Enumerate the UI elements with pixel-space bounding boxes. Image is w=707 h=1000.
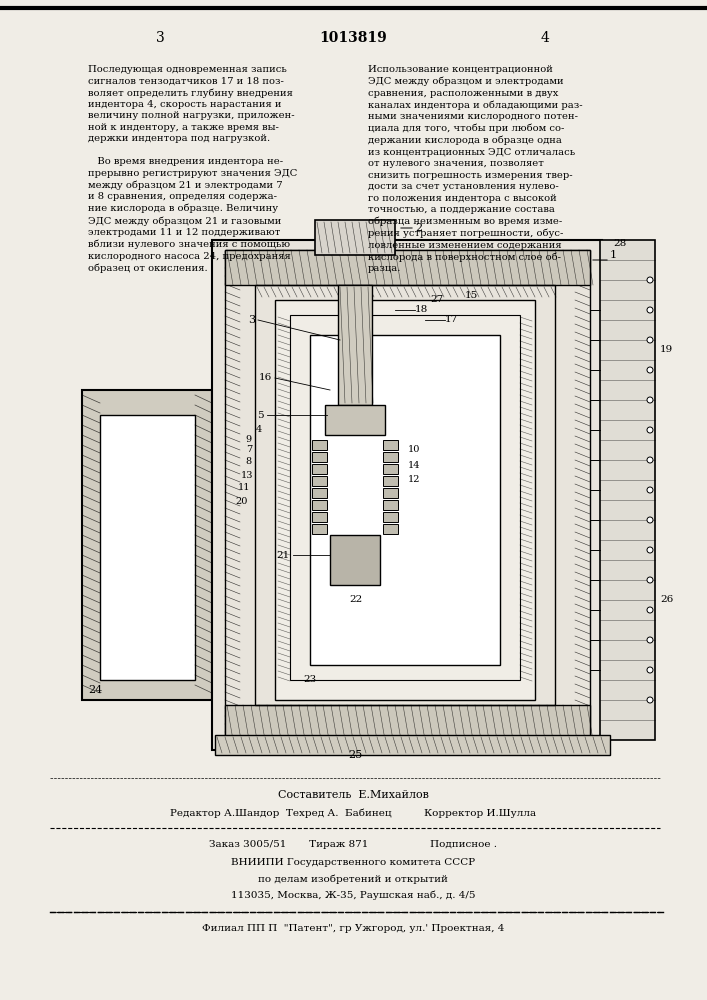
Text: 27: 27 [430, 296, 443, 304]
Text: Последующая одновременная запись
сигналов тензодатчиков 17 и 18 поз-
воляет опре: Последующая одновременная запись сигнало… [88, 65, 298, 273]
Circle shape [647, 607, 653, 613]
Bar [312, 488, 327, 498]
Text: 17: 17 [445, 316, 458, 324]
Bar [100, 415, 195, 680]
Text: 26: 26 [660, 595, 673, 604]
Bar [312, 476, 327, 486]
Bar [338, 285, 372, 405]
Text: 13: 13 [240, 471, 253, 480]
Text: 1: 1 [610, 250, 617, 260]
Bar [225, 705, 590, 740]
Circle shape [647, 307, 653, 313]
Text: Заказ 3005/51       Тираж 871                   Подписное .: Заказ 3005/51 Тираж 871 Подписное . [209, 840, 497, 849]
Circle shape [647, 427, 653, 433]
Bar [255, 285, 555, 705]
Text: Редактор А.Шандор  Техред А.  Бабинец          Корректор И.Шулла: Редактор А.Шандор Техред А. Бабинец Корр… [170, 808, 536, 818]
Text: 1013819: 1013819 [319, 31, 387, 45]
Text: 21: 21 [276, 550, 290, 560]
Bar [315, 220, 395, 255]
Text: 14: 14 [408, 460, 421, 470]
Bar [312, 464, 327, 474]
Circle shape [647, 667, 653, 673]
Bar [312, 524, 327, 534]
Text: по делам изобретений и открытий: по делам изобретений и открытий [258, 874, 448, 884]
Circle shape [647, 277, 653, 283]
Bar [312, 500, 327, 510]
Circle shape [647, 457, 653, 463]
Bar [383, 500, 398, 510]
Bar [312, 440, 327, 450]
Text: 16: 16 [259, 373, 272, 382]
Text: 3: 3 [156, 31, 164, 45]
Bar [325, 405, 385, 435]
Bar [212, 240, 602, 750]
Circle shape [647, 367, 653, 373]
Text: 20: 20 [235, 497, 248, 506]
Text: 25: 25 [348, 750, 362, 760]
Circle shape [647, 517, 653, 523]
Bar [290, 315, 520, 680]
Bar [383, 476, 398, 486]
Circle shape [647, 637, 653, 643]
Text: 9: 9 [246, 436, 252, 444]
Text: 5: 5 [257, 410, 264, 420]
Text: ВНИИПИ Государственного комитета СССР: ВНИИПИ Государственного комитета СССР [231, 858, 475, 867]
Text: 7: 7 [246, 446, 252, 454]
Text: 18: 18 [415, 306, 428, 314]
Bar [225, 250, 590, 740]
Bar [383, 464, 398, 474]
Text: Составитель  Е.Михайлов: Составитель Е.Михайлов [278, 790, 428, 800]
Text: Филиал ПП П  "Патент", гр Ужгород, ул.' Проектная, 4: Филиал ПП П "Патент", гр Ужгород, ул.' П… [201, 924, 504, 933]
Text: 22: 22 [349, 595, 363, 604]
Bar [82, 390, 212, 700]
Circle shape [647, 697, 653, 703]
Bar [383, 512, 398, 522]
Bar [225, 250, 590, 285]
Bar [275, 300, 535, 700]
Bar [312, 452, 327, 462]
Text: 23: 23 [303, 676, 317, 684]
Circle shape [647, 337, 653, 343]
Text: 4: 4 [541, 31, 549, 45]
Bar [383, 452, 398, 462]
Text: 19: 19 [660, 346, 673, 355]
Bar [215, 735, 610, 755]
Text: 15: 15 [465, 290, 478, 300]
Circle shape [647, 577, 653, 583]
Text: 8: 8 [246, 458, 252, 466]
Bar [310, 335, 500, 665]
Text: 24: 24 [88, 685, 102, 695]
Circle shape [647, 397, 653, 403]
Bar [330, 535, 380, 585]
Bar [312, 512, 327, 522]
Text: 10: 10 [408, 446, 421, 454]
Text: 113035, Москва, Ж-35, Раушская наб., д. 4/5: 113035, Москва, Ж-35, Раушская наб., д. … [230, 890, 475, 900]
Text: 11: 11 [238, 484, 250, 492]
Circle shape [647, 547, 653, 553]
Circle shape [647, 487, 653, 493]
Text: 28: 28 [614, 239, 626, 248]
Bar [383, 524, 398, 534]
Bar [383, 440, 398, 450]
Text: 4: 4 [256, 426, 262, 434]
Bar [600, 240, 655, 740]
Bar [383, 488, 398, 498]
Text: 3: 3 [248, 315, 255, 325]
Text: 2: 2 [415, 223, 422, 233]
Text: Использование концентрационной
ЭДС между образцом и электродами
сравнения, распо: Использование концентрационной ЭДС между… [368, 65, 583, 273]
Text: 12: 12 [408, 476, 421, 485]
